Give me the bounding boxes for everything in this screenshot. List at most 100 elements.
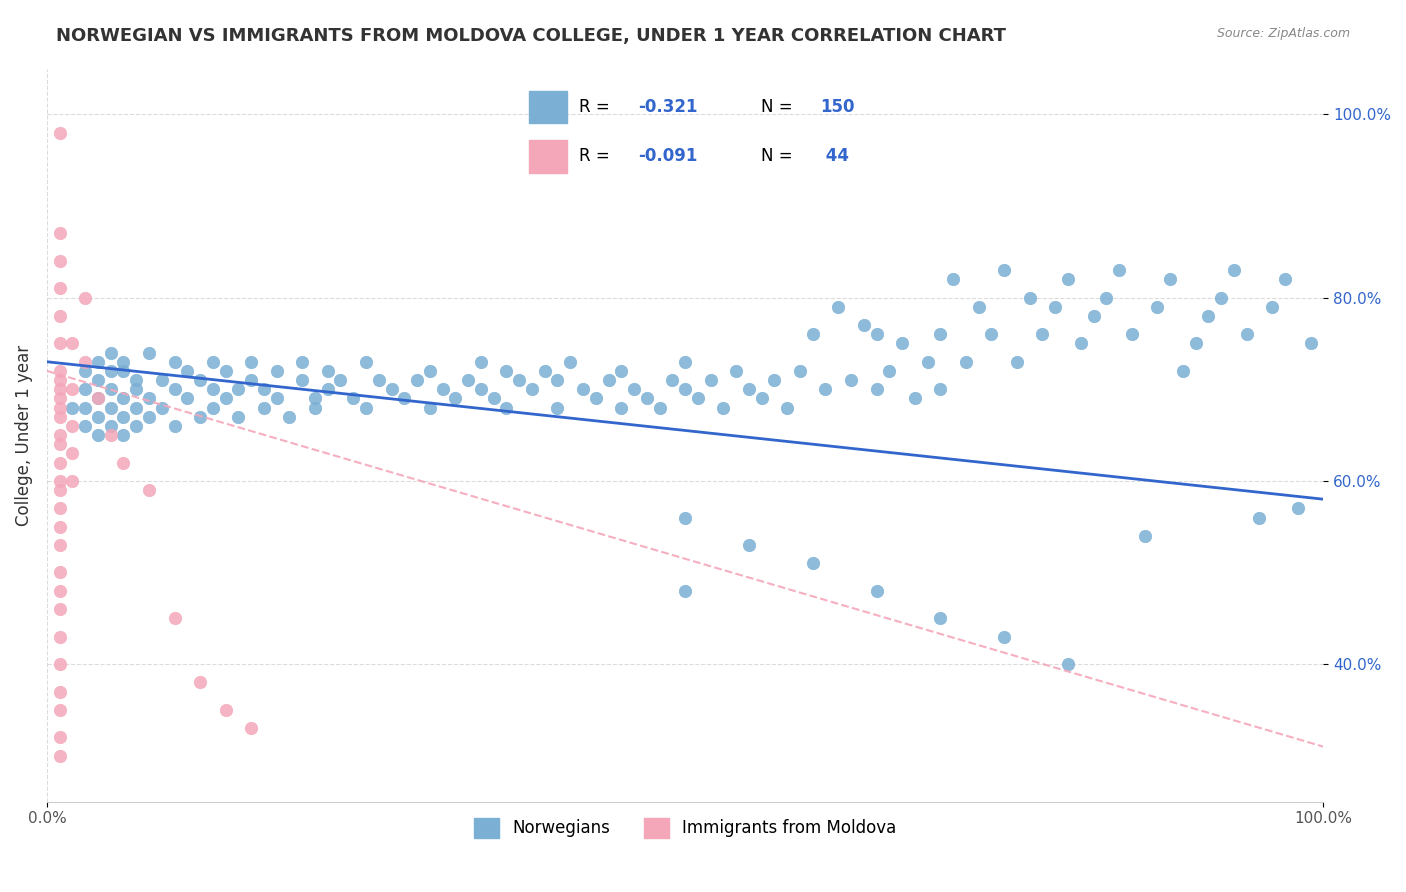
Point <box>228 382 250 396</box>
Point <box>75 382 97 396</box>
Point <box>610 401 633 415</box>
Point <box>1299 336 1322 351</box>
Point <box>48 657 70 672</box>
Point <box>48 309 70 323</box>
Point <box>75 355 97 369</box>
Point <box>457 373 479 387</box>
Point <box>62 474 84 488</box>
Text: 44: 44 <box>820 147 849 165</box>
Point <box>75 364 97 378</box>
Point <box>763 373 786 387</box>
Point <box>48 336 70 351</box>
Point <box>967 300 990 314</box>
Text: N =: N = <box>761 147 797 165</box>
Point <box>48 684 70 698</box>
Point <box>48 364 70 378</box>
Point <box>304 401 326 415</box>
Point <box>865 583 887 598</box>
Point <box>188 409 211 424</box>
Point <box>470 355 492 369</box>
Point <box>48 474 70 488</box>
Point <box>188 373 211 387</box>
Point <box>214 364 236 378</box>
Point <box>176 364 198 378</box>
Point <box>138 345 160 359</box>
Point <box>62 382 84 396</box>
Point <box>48 281 70 295</box>
Point <box>163 355 186 369</box>
Point <box>112 355 135 369</box>
Point <box>342 392 364 406</box>
Point <box>865 327 887 342</box>
Point <box>48 519 70 533</box>
Point <box>444 392 467 406</box>
Point <box>917 355 939 369</box>
Point <box>1057 657 1080 672</box>
Point <box>112 364 135 378</box>
Point <box>711 401 734 415</box>
Point <box>1018 291 1040 305</box>
Point <box>699 373 721 387</box>
Point <box>75 401 97 415</box>
Point <box>776 401 799 415</box>
Point <box>201 401 224 415</box>
Point <box>48 566 70 580</box>
Point <box>125 401 148 415</box>
Point <box>572 382 595 396</box>
Point <box>1184 336 1206 351</box>
Point <box>100 418 122 433</box>
Point <box>546 373 568 387</box>
Point <box>738 382 761 396</box>
Point <box>150 373 173 387</box>
Point <box>636 392 658 406</box>
Point <box>879 364 901 378</box>
Point <box>1031 327 1053 342</box>
Point <box>993 263 1015 277</box>
Point <box>1171 364 1194 378</box>
Point <box>100 428 122 442</box>
Text: R =: R = <box>579 147 616 165</box>
Point <box>100 401 122 415</box>
Point <box>87 392 110 406</box>
Point <box>228 409 250 424</box>
Point <box>1146 300 1168 314</box>
Point <box>354 401 377 415</box>
Point <box>1286 501 1309 516</box>
Bar <box>529 140 567 173</box>
Point <box>419 364 441 378</box>
Y-axis label: College, Under 1 year: College, Under 1 year <box>15 344 32 525</box>
Point <box>1261 300 1284 314</box>
Point <box>163 418 186 433</box>
Point <box>48 373 70 387</box>
Point <box>112 409 135 424</box>
Point <box>725 364 748 378</box>
Point <box>1236 327 1258 342</box>
Point <box>291 355 314 369</box>
Point <box>62 336 84 351</box>
Text: R =: R = <box>579 98 616 116</box>
Point <box>240 355 263 369</box>
Point <box>201 355 224 369</box>
Point <box>266 392 288 406</box>
Point <box>598 373 620 387</box>
Point <box>253 382 276 396</box>
Point <box>100 382 122 396</box>
Point <box>1005 355 1028 369</box>
Point <box>48 703 70 717</box>
Point <box>648 401 671 415</box>
Point <box>942 272 965 286</box>
Point <box>291 373 314 387</box>
Point <box>201 382 224 396</box>
Point <box>100 345 122 359</box>
Point <box>62 418 84 433</box>
Point <box>48 382 70 396</box>
Point <box>814 382 837 396</box>
Legend: Norwegians, Immigrants from Moldova: Norwegians, Immigrants from Moldova <box>467 811 903 845</box>
Point <box>48 731 70 745</box>
Point <box>163 382 186 396</box>
Point <box>329 373 352 387</box>
Point <box>839 373 862 387</box>
Point <box>929 611 952 625</box>
Point <box>865 382 887 396</box>
Point <box>585 392 607 406</box>
